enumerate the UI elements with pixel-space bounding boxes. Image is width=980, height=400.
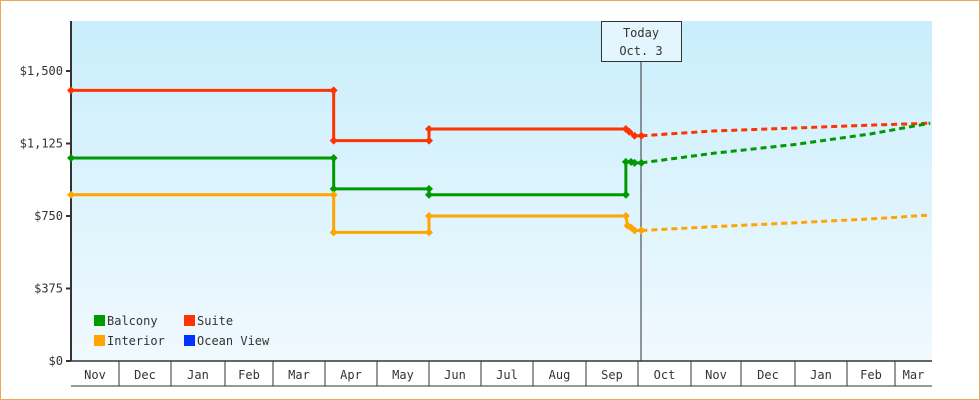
- x-tick-label: Mar: [288, 368, 310, 382]
- data-point-marker: [621, 212, 630, 220]
- data-point-marker: [329, 228, 338, 237]
- legend-label: Ocean View: [197, 334, 270, 348]
- x-tick-label: Jul: [496, 368, 518, 382]
- x-tick-label: Feb: [860, 368, 882, 382]
- forecast-line: [641, 213, 931, 232]
- legend-item-suite: Suite: [184, 314, 233, 328]
- x-tick-label: Jun: [444, 368, 466, 382]
- data-point-marker: [67, 86, 75, 95]
- x-tick-label: Jan: [187, 368, 209, 382]
- legend-item-interior: Interior: [94, 334, 165, 348]
- series-suite: [67, 86, 931, 145]
- legend-item-balcony: Balcony: [94, 314, 158, 328]
- data-point-marker: [621, 190, 630, 199]
- series-balcony: [67, 121, 931, 199]
- x-tick-label: Feb: [238, 368, 260, 382]
- data-point-marker: [329, 86, 338, 95]
- data-point-marker: [621, 157, 630, 166]
- data-point-marker: [425, 190, 433, 199]
- data-point-marker: [329, 190, 338, 199]
- legend-label: Interior: [107, 334, 165, 348]
- data-point-marker: [67, 190, 75, 199]
- legend-label: Balcony: [107, 314, 158, 328]
- today-label-box: [601, 21, 682, 62]
- legend-item-ocean-view: Ocean View: [184, 334, 270, 348]
- x-tick-label: Oct: [654, 368, 676, 382]
- legend-swatch: [184, 335, 195, 346]
- x-tick-label: Jan: [810, 368, 832, 382]
- y-tick-label: $1,125: [20, 137, 63, 151]
- x-tick-label: Dec: [134, 368, 156, 382]
- data-point-marker: [637, 158, 646, 167]
- x-tick-label: Nov: [705, 368, 727, 382]
- data-point-marker: [329, 184, 338, 193]
- data-point-marker: [625, 127, 634, 136]
- x-tick-label: Apr: [340, 368, 362, 382]
- x-tick-label: Dec: [757, 368, 779, 382]
- plot-area: [71, 21, 932, 361]
- forecast-line: [641, 121, 931, 165]
- x-tick-label: Sep: [601, 368, 623, 382]
- data-point-marker: [425, 184, 433, 193]
- data-point-marker: [67, 154, 75, 162]
- data-point-marker: [329, 136, 338, 145]
- data-point-marker: [637, 226, 646, 235]
- data-point-marker: [425, 212, 433, 220]
- y-tick-label: $750: [34, 209, 63, 223]
- legend-swatch: [94, 315, 105, 326]
- data-point-marker: [425, 125, 433, 133]
- data-point-marker: [630, 158, 639, 167]
- today-label: Today: [623, 26, 659, 40]
- legend-label: Suite: [197, 314, 233, 328]
- data-point-marker: [630, 131, 639, 140]
- data-point-marker: [630, 226, 639, 235]
- x-tick-label: Aug: [549, 368, 571, 382]
- legend-swatch: [184, 315, 195, 326]
- y-tick-label: $0: [49, 354, 63, 368]
- series-interior: [67, 190, 931, 237]
- x-tick-label: May: [392, 368, 414, 382]
- today-date-label: Oct. 3: [619, 44, 662, 58]
- data-point-marker: [425, 136, 433, 145]
- data-point-marker: [637, 131, 646, 140]
- y-tick-label: $1,500: [20, 64, 63, 78]
- legend-swatch: [94, 335, 105, 346]
- y-tick-label: $375: [34, 282, 63, 296]
- x-tick-label: Nov: [84, 368, 106, 382]
- data-point-marker: [329, 154, 338, 162]
- x-tick-label: Mar: [903, 368, 925, 382]
- forecast-line: [641, 121, 931, 138]
- data-point-marker: [425, 228, 433, 237]
